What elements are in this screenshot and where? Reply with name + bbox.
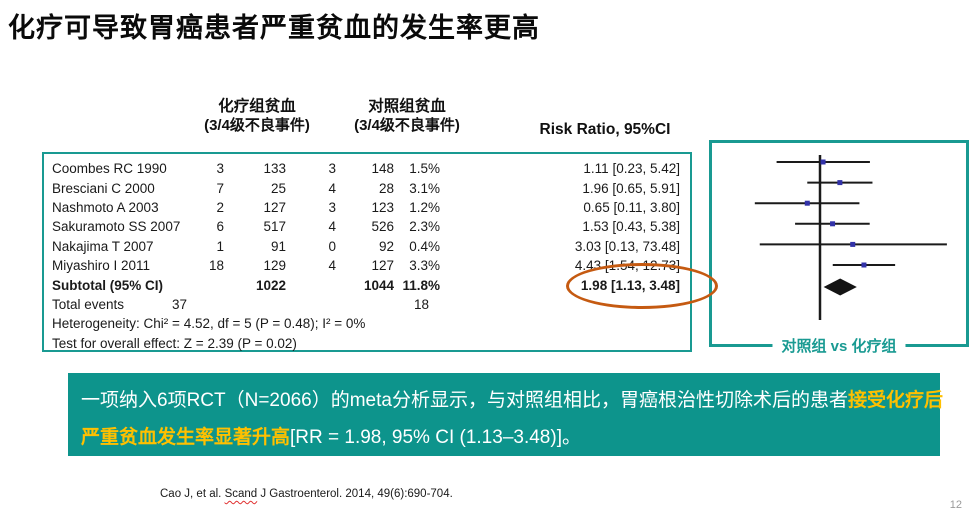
- control-total: 526: [371, 219, 394, 235]
- weight: 2.3%: [409, 219, 440, 235]
- point-estimate-marker: [804, 200, 810, 206]
- chemo-events: 18: [208, 258, 224, 274]
- point-estimate-marker: [850, 241, 856, 247]
- slide-title: 化疗可导致胃癌患者严重贫血的发生率更高: [8, 13, 540, 43]
- column-header-chemo-line2: (3/4级不良事件): [204, 117, 310, 134]
- table-row-subtotal: Subtotal (95% CI) 1022 1044 11.8% 1.98 [1.13…: [44, 275, 690, 294]
- weight: 1.2%: [409, 199, 440, 215]
- risk-ratio-value: 1.11 [0.23, 5.42]: [583, 161, 680, 177]
- table-row-total-events: Total events 37 18: [44, 295, 690, 314]
- table-row: Nashmoto A 2003 2 127 3 123 1.2% 0.65 [0.11, 3…: [44, 198, 690, 217]
- summary-segment-highlight: 接受化疗后: [847, 390, 943, 411]
- forest-plot-comparison-label: 对照组 vs 化疗组: [772, 335, 906, 356]
- weight: 1.5%: [409, 161, 440, 177]
- citation: Cao J, et al. Scand J Gastroenterol. 201…: [160, 488, 453, 500]
- control-total: 28: [378, 180, 394, 196]
- table-row: Sakuramoto SS 2007 6 517 4 526 2.3% 1.53 [0.43…: [44, 217, 690, 236]
- weight: 0.4%: [409, 238, 440, 254]
- total-events-label: Total events: [52, 296, 125, 312]
- summary-segment-text: 一项纳入6项RCT（N=2066）的meta分析显示，与对照组相比，胃癌根治性切…: [81, 390, 848, 411]
- total-events-control: 18: [413, 296, 429, 312]
- risk-ratio-value: 1.96 [0.65, 5.91]: [582, 180, 680, 196]
- study-name: Coombes RC 1990: [52, 161, 167, 177]
- forest-plot-panel: 对照组 vs 化疗组: [709, 140, 969, 356]
- point-estimate-marker: [820, 159, 826, 165]
- pooled-estimate-diamond: [823, 278, 857, 296]
- study-name: Bresciani C 2000: [52, 180, 155, 196]
- risk-ratio-value: 4.43 [1.54, 12.73]: [574, 258, 680, 274]
- heterogeneity-stat: Heterogeneity: Chi² = 4.52, df = 5 (P = …: [52, 316, 366, 332]
- chemo-total: 91: [270, 238, 286, 254]
- study-name: Sakuramoto SS 2007: [52, 219, 181, 235]
- risk-ratio-value: 0.65 [0.11, 3.80]: [583, 199, 680, 215]
- control-total: 127: [371, 258, 394, 274]
- chemo-total: 1022: [255, 277, 286, 293]
- chemo-events: 3: [216, 161, 224, 177]
- control-total: 148: [371, 161, 394, 177]
- column-header-chemo-line1: 化疗组贫血: [218, 98, 296, 115]
- summary-segment-highlight: 严重贫血发生率显著升高: [81, 427, 291, 448]
- point-estimate-marker: [830, 221, 836, 227]
- column-header-control-group: 对照组贫血 (3/4级不良事件): [322, 97, 492, 135]
- study-name: Subtotal (95% CI): [52, 277, 164, 293]
- control-events: 4: [328, 219, 336, 235]
- column-header-chemo-group: 化疗组贫血 (3/4级不良事件): [172, 97, 342, 135]
- table-row: Miyashiro I 2011 18 129 4 127 3.3% 4.43 [1.54,…: [44, 256, 690, 275]
- overall-effect-stat: Test for overall effect: Z = 2.39 (P = 0…: [52, 335, 297, 351]
- control-events: 4: [328, 258, 336, 274]
- control-events: 0: [328, 238, 336, 254]
- table-row: Nakajima T 2007 1 91 0 92 0.4% 3.03 [0.13, 73.…: [44, 237, 690, 256]
- control-total: 92: [378, 238, 394, 254]
- control-events: 3: [328, 199, 336, 215]
- summary-box: 一项纳入6项RCT（N=2066）的meta分析显示，与对照组相比，胃癌根治性切…: [68, 373, 943, 456]
- control-total: 1044: [363, 277, 394, 293]
- citation-misspelled-word: Scand: [224, 488, 258, 500]
- point-estimate-marker: [861, 262, 867, 268]
- meta-analysis-table: Coombes RC 1990 3 133 3 148 1.5% 1.11 [0.23, 5…: [42, 152, 692, 352]
- summary-line-1: 一项纳入6项RCT（N=2066）的meta分析显示，与对照组相比，胃癌根治性切…: [81, 382, 943, 419]
- chemo-total: 517: [263, 219, 286, 235]
- summary-line-2: 严重贫血发生率显著升高[RR = 1.98, 95% CI (1.13–3.48…: [81, 419, 940, 456]
- risk-ratio-value: 1.53 [0.43, 5.38]: [582, 219, 680, 235]
- summary-segment-text: [RR = 1.98, 95% CI (1.13–3.48)]。: [290, 427, 581, 448]
- citation-text: J Gastroenterol. 2014, 49(6):690-704.: [257, 488, 453, 500]
- control-events: 3: [328, 161, 336, 177]
- control-events: 4: [328, 180, 336, 196]
- total-events-chemo: 37: [171, 296, 187, 312]
- study-name: Miyashiro I 2011: [52, 258, 151, 274]
- table-row: Coombes RC 1990 3 133 3 148 1.5% 1.11 [0.23, 5…: [44, 159, 690, 178]
- chemo-total: 25: [270, 180, 286, 196]
- chemo-events: 6: [216, 219, 224, 235]
- weight: 11.8%: [402, 277, 440, 293]
- weight: 3.3%: [409, 258, 440, 274]
- page-number: 12: [949, 499, 962, 511]
- table-row: Bresciani C 2000 7 25 4 28 3.1% 1.96 [0.65, 5.…: [44, 178, 690, 197]
- column-header-risk-ratio: Risk Ratio, 95%CI: [539, 121, 671, 138]
- weight: 3.1%: [409, 180, 440, 196]
- point-estimate-marker: [837, 180, 843, 186]
- chemo-events: 7: [216, 180, 224, 196]
- chemo-total: 127: [263, 199, 286, 215]
- citation-text: Cao J, et al.: [160, 488, 225, 500]
- risk-ratio-value: 1.98 [1.13, 3.48]: [580, 277, 680, 293]
- chemo-total: 129: [263, 258, 286, 274]
- study-name: Nakajima T 2007: [52, 238, 154, 254]
- column-header-control-line2: (3/4级不良事件): [354, 117, 460, 134]
- control-total: 123: [371, 199, 394, 215]
- risk-ratio-value: 3.03 [0.13, 73.48]: [574, 238, 680, 254]
- study-name: Nashmoto A 2003: [52, 199, 159, 215]
- forest-plot-chart: [754, 155, 947, 320]
- chemo-events: 1: [216, 238, 224, 254]
- column-header-control-line1: 对照组贫血: [368, 98, 446, 115]
- chemo-events: 2: [216, 199, 224, 215]
- chemo-total: 133: [263, 161, 286, 177]
